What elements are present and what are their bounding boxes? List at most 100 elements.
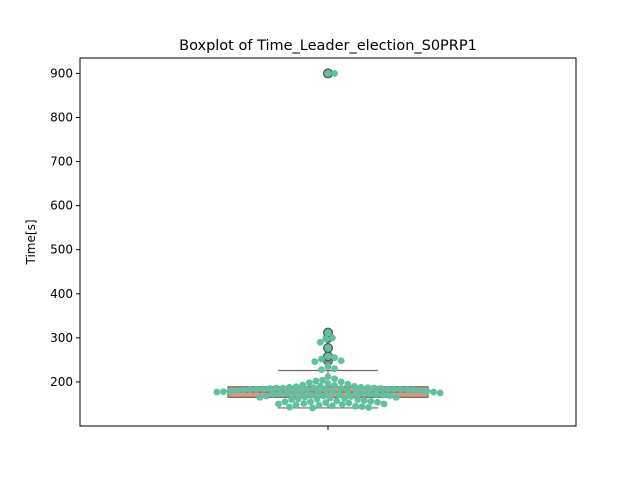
y-tick-label: 400 xyxy=(50,287,73,301)
swarm-point xyxy=(344,380,352,388)
swarm-point xyxy=(341,394,348,402)
swarm-point xyxy=(275,400,282,408)
swarm-point xyxy=(259,385,267,393)
swarm-point xyxy=(367,397,375,405)
swarm-point xyxy=(312,377,320,385)
swarm-point xyxy=(329,334,336,342)
swarm-point xyxy=(358,403,366,411)
swarm-point xyxy=(297,388,304,396)
swarm-point xyxy=(288,396,296,403)
swarm-point xyxy=(294,395,302,403)
swarm-point xyxy=(318,366,325,373)
swarm-point xyxy=(360,397,368,404)
swarm-point xyxy=(324,380,332,388)
swarm-point xyxy=(324,344,332,352)
swarm-point xyxy=(386,392,393,399)
swarm-point xyxy=(329,388,336,396)
swarm-point xyxy=(233,387,241,395)
swarm-point xyxy=(322,399,330,407)
swarm-point xyxy=(359,389,367,397)
swarm-point xyxy=(266,385,274,392)
swarm-point xyxy=(309,404,316,412)
y-tick-label: 200 xyxy=(50,375,73,389)
swarm-point xyxy=(253,386,260,393)
swarm-point xyxy=(344,387,352,395)
swarm-point xyxy=(290,389,298,397)
swarm-point xyxy=(384,385,391,393)
swarm-point xyxy=(281,398,289,406)
swarm-point xyxy=(286,383,293,391)
swarm-point xyxy=(331,382,338,389)
swarm-point xyxy=(311,358,319,366)
swarm-point xyxy=(213,388,221,396)
swarm-point xyxy=(379,391,387,399)
swarm-point xyxy=(374,398,381,406)
swarm-point xyxy=(279,384,287,392)
swarm-point xyxy=(316,338,324,346)
swarm-point xyxy=(324,70,332,77)
swarm-point xyxy=(272,384,280,392)
swarm-point xyxy=(338,401,346,408)
swarm-point xyxy=(305,379,313,387)
plot-area: 200 300 400 500 600 700 800 900 xyxy=(50,57,577,430)
swarm-point xyxy=(292,383,300,391)
swarm-point xyxy=(324,373,332,381)
swarm-point xyxy=(423,387,431,395)
swarm-point xyxy=(301,393,309,401)
swarm-point xyxy=(246,386,254,393)
swarm-point xyxy=(392,393,400,401)
swarm-point xyxy=(286,403,293,411)
y-tick-label: 800 xyxy=(50,110,73,124)
swarm-point xyxy=(410,386,418,394)
swarm-point xyxy=(320,392,327,400)
swarm-point xyxy=(276,390,283,398)
swarm-point xyxy=(314,389,322,396)
swarm-point xyxy=(315,401,323,409)
swarm-point xyxy=(322,386,330,394)
swarm-point xyxy=(308,391,315,399)
axes-frame xyxy=(79,57,577,427)
swarm-point xyxy=(373,390,380,398)
swarm-point xyxy=(220,388,227,396)
swarm-point xyxy=(351,382,358,390)
swarm-point xyxy=(292,401,300,409)
swarm-point xyxy=(316,382,324,390)
swarm-point xyxy=(377,385,385,392)
swarm-point xyxy=(335,391,343,399)
y-tick-label: 500 xyxy=(50,243,73,257)
chart-title: Boxplot of Time_Leader_election_S0PRP1 xyxy=(179,38,477,54)
swarm-point xyxy=(337,357,345,365)
swarm-point xyxy=(303,386,311,394)
swarm-point xyxy=(333,397,341,405)
y-tick-label: 300 xyxy=(50,331,73,345)
swarm-point xyxy=(331,365,338,373)
swarm-point xyxy=(397,386,404,393)
swarm-point xyxy=(380,400,388,408)
swarm-point xyxy=(430,388,437,396)
swarm-point xyxy=(403,386,411,394)
swarm-point xyxy=(299,381,307,389)
swarm-point xyxy=(337,378,345,386)
swarm-point xyxy=(263,392,270,400)
swarm-point xyxy=(357,383,365,391)
swarm-point xyxy=(226,387,234,395)
swarm-point xyxy=(365,404,373,411)
swarm-point xyxy=(300,400,308,407)
swarm-point xyxy=(324,363,332,370)
swarm-point xyxy=(329,402,336,410)
swarm-point xyxy=(337,385,345,392)
swarm-point xyxy=(364,384,371,392)
swarm-point xyxy=(436,389,444,397)
swarm-point xyxy=(324,352,332,360)
swarm-point xyxy=(347,393,355,400)
swarm-point xyxy=(366,390,374,398)
y-axis-label: Time[s] xyxy=(24,220,38,266)
swarm-point xyxy=(313,395,321,403)
y-tick-label: 900 xyxy=(50,66,73,80)
swarm-point xyxy=(307,398,314,406)
swarm-point xyxy=(354,396,362,403)
swarm-point xyxy=(322,335,330,343)
swarm-point xyxy=(331,354,338,362)
